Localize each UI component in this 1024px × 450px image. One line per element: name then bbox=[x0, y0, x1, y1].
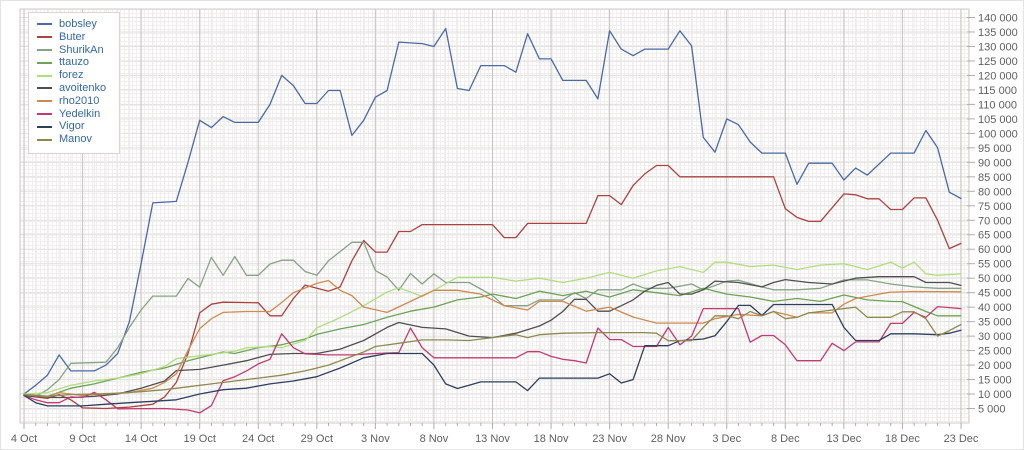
legend-label: avoitenko bbox=[59, 81, 107, 94]
series-line-forez bbox=[23, 261, 962, 395]
legend-item-forez: forez bbox=[37, 69, 106, 82]
legend-swatch bbox=[37, 100, 52, 103]
y-tick-label: 110 000 bbox=[978, 99, 1017, 111]
y-tick-label: 5 000 bbox=[978, 404, 1006, 416]
y-axis-labels: 5 000 10 000 15 000 20 000 25 000 30 000 35 00… bbox=[978, 13, 1018, 416]
legend-label: Yedelkin bbox=[59, 107, 101, 120]
legend-item-Vigor: Vigor bbox=[37, 120, 106, 133]
legend-label: Vigor bbox=[59, 120, 85, 133]
y-tick-label: 100 000 bbox=[978, 128, 1018, 140]
x-tick-label: 4 Oct bbox=[11, 433, 37, 445]
y-tick-label: 120 000 bbox=[978, 70, 1018, 82]
y-tick-label: 125 000 bbox=[978, 56, 1018, 68]
legend-swatch bbox=[37, 48, 52, 51]
legend: bobsley Buter ShurikAn ttauzo forez avoitenko… bbox=[28, 12, 121, 154]
legend-swatch bbox=[37, 138, 52, 141]
y-tick-label: 60 000 bbox=[978, 244, 1012, 256]
axis-ticks bbox=[23, 17, 975, 429]
series-line-ShurikAn bbox=[23, 241, 962, 398]
y-tick-label: 55 000 bbox=[978, 259, 1012, 271]
y-tick-label: 35 000 bbox=[978, 317, 1012, 329]
legend-swatch bbox=[37, 125, 52, 128]
legend-swatch bbox=[37, 74, 52, 77]
y-tick-label: 85 000 bbox=[978, 172, 1012, 184]
x-tick-label: 28 Nov bbox=[651, 433, 686, 445]
legend-swatch bbox=[37, 23, 52, 26]
series-line-Yedelkin bbox=[23, 305, 962, 414]
y-tick-label: 90 000 bbox=[978, 157, 1012, 169]
series-line-avoitenko bbox=[23, 276, 962, 399]
plot-border bbox=[19, 8, 970, 424]
legend-swatch bbox=[37, 36, 52, 39]
x-tick-label: 23 Nov bbox=[592, 433, 627, 445]
series-line-bobsley bbox=[23, 27, 962, 395]
legend-label: Manov bbox=[59, 133, 93, 146]
legend-item-rho2010: rho2010 bbox=[37, 95, 106, 108]
legend-item-Yedelkin: Yedelkin bbox=[37, 108, 106, 121]
y-tick-label: 95 000 bbox=[978, 143, 1012, 155]
y-tick-label: 45 000 bbox=[978, 288, 1012, 300]
legend-item-Buter: Buter bbox=[37, 31, 106, 44]
legend-swatch bbox=[37, 87, 52, 90]
plot-minor-grid bbox=[20, 9, 969, 423]
y-tick-label: 135 000 bbox=[978, 27, 1018, 39]
series-line-Manov bbox=[23, 306, 962, 397]
series-line-ttauzo bbox=[23, 287, 962, 398]
series-line-Vigor bbox=[23, 303, 962, 407]
series-lines bbox=[23, 27, 962, 414]
x-tick-label: 24 Oct bbox=[242, 433, 274, 445]
legend-label: ttauzo bbox=[59, 56, 89, 69]
y-tick-label: 50 000 bbox=[978, 273, 1012, 285]
y-tick-label: 10 000 bbox=[978, 389, 1012, 401]
y-tick-label: 115 000 bbox=[978, 85, 1017, 97]
x-axis-labels: 4 Oct 9 Oct 14 Oct 19 Oct 24 Oct 29 Oct 3 Nov 8… bbox=[11, 433, 979, 445]
legend-label: ShurikAn bbox=[59, 43, 104, 56]
y-tick-label: 20 000 bbox=[978, 360, 1012, 372]
y-tick-label: 105 000 bbox=[978, 114, 1018, 126]
x-tick-label: 3 Dec bbox=[712, 433, 741, 445]
y-tick-label: 70 000 bbox=[978, 215, 1012, 227]
y-tick-label: 15 000 bbox=[978, 375, 1012, 387]
x-tick-label: 13 Nov bbox=[475, 433, 510, 445]
y-tick-label: 130 000 bbox=[978, 41, 1018, 53]
x-tick-label: 18 Nov bbox=[534, 433, 569, 445]
y-tick-label: 80 000 bbox=[978, 186, 1012, 198]
x-tick-label: 13 Dec bbox=[826, 433, 861, 445]
legend-item-bobsley: bobsley bbox=[37, 18, 106, 31]
legend-label: Buter bbox=[59, 30, 86, 43]
y-tick-label: 40 000 bbox=[978, 302, 1012, 314]
x-tick-label: 29 Oct bbox=[301, 433, 333, 445]
x-tick-label: 19 Oct bbox=[183, 433, 215, 445]
legend-label: bobsley bbox=[59, 18, 97, 30]
x-tick-label: 18 Dec bbox=[885, 433, 920, 445]
x-tick-label: 9 Oct bbox=[69, 433, 95, 445]
x-tick-label: 23 Dec bbox=[944, 433, 979, 445]
legend-label: rho2010 bbox=[59, 94, 100, 107]
legend-label: forez bbox=[59, 69, 84, 82]
legend-item-Manov: Manov bbox=[37, 133, 106, 146]
x-tick-label: 8 Dec bbox=[771, 433, 800, 445]
legend-item-avoitenko: avoitenko bbox=[37, 82, 106, 95]
y-tick-label: 25 000 bbox=[978, 346, 1012, 358]
legend-swatch bbox=[37, 61, 52, 64]
x-tick-label: 3 Nov bbox=[361, 433, 390, 445]
y-tick-label: 65 000 bbox=[978, 230, 1012, 242]
grid bbox=[20, 9, 969, 423]
y-tick-label: 30 000 bbox=[978, 331, 1012, 343]
series-line-Buter bbox=[23, 164, 962, 410]
y-tick-label: 140 000 bbox=[978, 13, 1018, 25]
x-tick-label: 14 Oct bbox=[125, 433, 157, 445]
legend-item-ShurikAn: ShurikAn bbox=[37, 44, 106, 57]
legend-swatch bbox=[37, 112, 52, 115]
x-tick-label: 8 Nov bbox=[420, 433, 449, 445]
y-tick-label: 75 000 bbox=[978, 201, 1012, 213]
legend-item-ttauzo: ttauzo bbox=[37, 56, 106, 69]
